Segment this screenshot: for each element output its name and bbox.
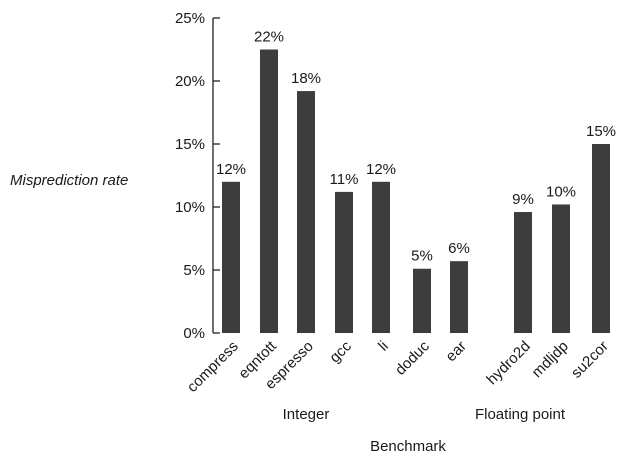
category-label-mdljdp: mdljdp [529, 338, 572, 381]
data-label-espresso: 18% [291, 70, 321, 87]
bar-hydro2d [514, 212, 532, 333]
y-tick-label: 25% [175, 10, 205, 27]
data-label-eqntott: 22% [254, 29, 284, 46]
y-tick-label: 5% [183, 262, 205, 279]
group-label-floating-point: Floating point [475, 406, 566, 423]
y-axis: 0% 5% 10% 15% 20% 25% [175, 10, 220, 342]
data-label-li: 12% [366, 161, 396, 178]
category-label-compress: compress [184, 338, 242, 396]
group-label-integer: Integer [283, 406, 330, 423]
category-label-ear: ear [442, 338, 469, 365]
data-label-doduc: 5% [411, 248, 433, 265]
category-label-li: li [375, 338, 392, 355]
y-tick-label: 0% [183, 325, 205, 342]
category-label-doduc: doduc [392, 337, 433, 378]
data-label-su2cor: 15% [586, 123, 616, 140]
category-label-su2cor: su2cor [568, 338, 612, 382]
bar-li [372, 181, 390, 333]
y-tick-label: 10% [175, 199, 205, 216]
group-labels: Integer Floating point [283, 406, 566, 423]
bar-eqntott [260, 49, 278, 333]
bars [222, 49, 610, 333]
data-label-hydro2d: 9% [512, 191, 534, 208]
data-labels: 12% 22% 18% 11% 12% 5% 6% 9% 10% 15% [216, 29, 616, 265]
bar-ear [450, 261, 468, 333]
bar-espresso [297, 91, 315, 333]
y-tick-label: 15% [175, 136, 205, 153]
bar-doduc [413, 268, 431, 333]
y-tick-label: 20% [175, 73, 205, 90]
category-label-hydro2d: hydro2d [483, 338, 533, 388]
data-label-ear: 6% [448, 240, 470, 257]
data-label-gcc: 11% [330, 171, 359, 188]
bar-compress [222, 181, 240, 333]
data-label-compress: 12% [216, 161, 246, 178]
category-label-gcc: gcc [326, 337, 355, 366]
bar-su2cor [592, 144, 610, 333]
bar-mdljdp [552, 204, 570, 333]
x-axis-title: Benchmark [370, 438, 446, 455]
bar-gcc [335, 191, 353, 333]
y-axis-title: Misprediction rate [10, 172, 128, 189]
data-label-mdljdp: 10% [546, 183, 576, 200]
